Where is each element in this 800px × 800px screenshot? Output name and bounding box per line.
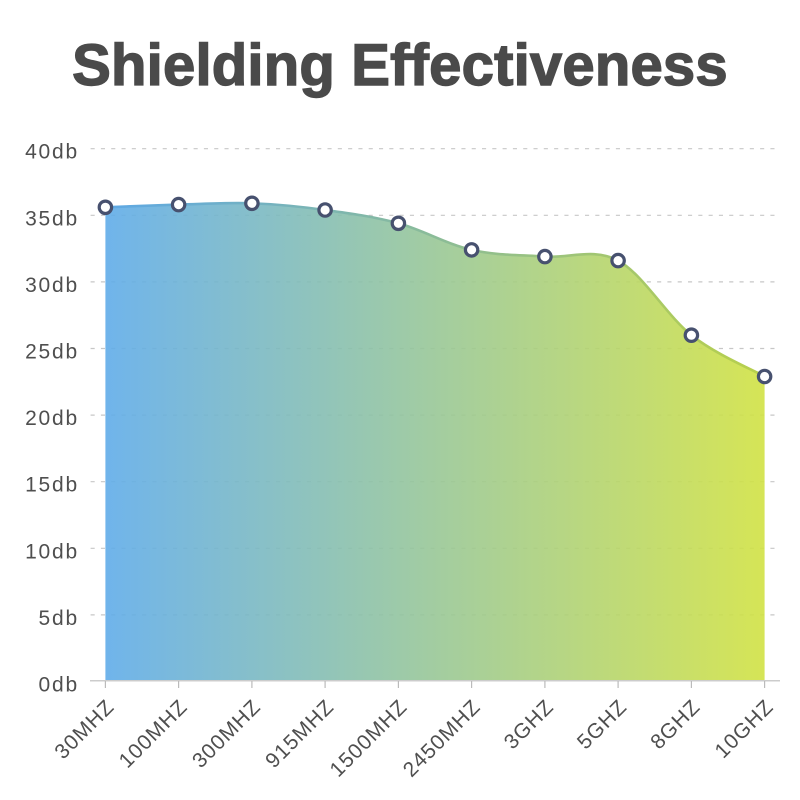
svg-text:5db: 5db bbox=[39, 607, 79, 630]
svg-text:30db: 30db bbox=[25, 274, 79, 297]
svg-text:100MHZ: 100MHZ bbox=[115, 695, 192, 772]
svg-text:300MHZ: 300MHZ bbox=[188, 695, 265, 772]
svg-text:15db: 15db bbox=[25, 474, 79, 497]
svg-text:30MHZ: 30MHZ bbox=[50, 695, 118, 763]
svg-text:3GHZ: 3GHZ bbox=[500, 695, 559, 754]
svg-text:20db: 20db bbox=[25, 407, 79, 430]
svg-text:10GHZ: 10GHZ bbox=[710, 695, 778, 763]
svg-text:10db: 10db bbox=[25, 540, 79, 563]
svg-text:5GHZ: 5GHZ bbox=[573, 695, 632, 754]
svg-text:0db: 0db bbox=[39, 674, 79, 697]
svg-text:8GHZ: 8GHZ bbox=[646, 695, 705, 754]
svg-text:25db: 25db bbox=[25, 341, 79, 364]
svg-text:1500MHZ: 1500MHZ bbox=[326, 695, 412, 781]
svg-text:915MHZ: 915MHZ bbox=[261, 695, 338, 772]
svg-text:40db: 40db bbox=[25, 141, 79, 164]
svg-text:35db: 35db bbox=[25, 207, 79, 230]
svg-text:2450MHZ: 2450MHZ bbox=[399, 695, 485, 781]
